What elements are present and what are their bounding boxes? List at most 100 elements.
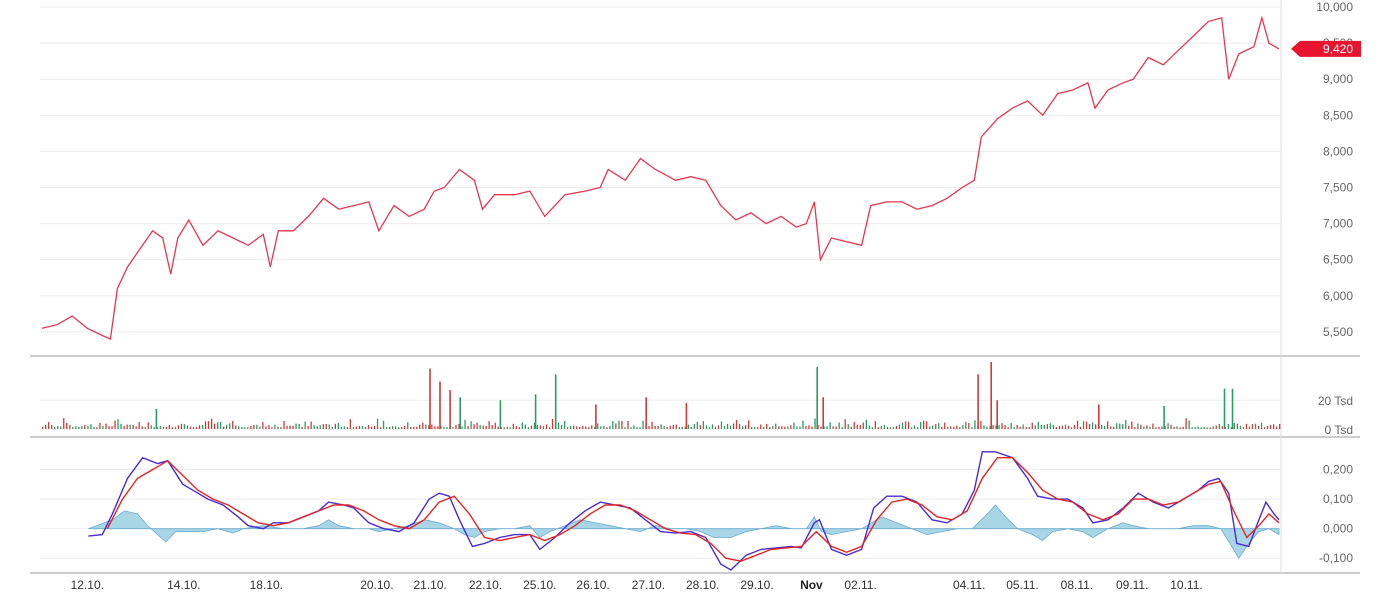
volume-bar xyxy=(980,420,982,429)
volume-bar xyxy=(226,424,228,429)
oscillator-y-tick-label: -0,100 xyxy=(1319,551,1353,565)
volume-bar xyxy=(488,421,490,429)
volume-bar xyxy=(585,426,587,429)
x-axis-tick-label: 02.11. xyxy=(844,578,876,592)
volume-bar xyxy=(886,426,889,429)
volume-bar xyxy=(883,425,886,429)
volume-bar xyxy=(889,427,892,429)
volume-bar xyxy=(180,423,183,429)
volume-bar xyxy=(220,422,222,429)
volume-bar xyxy=(370,426,373,429)
volume-bar xyxy=(207,421,210,429)
volume-bar xyxy=(69,424,71,429)
x-axis-tick-label: 10.11. xyxy=(1170,578,1202,592)
volume-bar xyxy=(1088,424,1091,429)
volume-bar xyxy=(720,421,723,429)
volume-bar xyxy=(192,427,195,429)
price-gridlines xyxy=(40,6,1281,333)
volume-bar xyxy=(524,424,526,429)
volume-bar xyxy=(1167,423,1169,429)
volume-bar xyxy=(521,422,523,429)
volume-bar xyxy=(155,408,158,429)
volume-bar xyxy=(455,424,457,429)
volume-bar xyxy=(250,426,252,429)
volume-bar xyxy=(316,426,318,429)
volume-bar xyxy=(461,426,463,429)
volume-bar xyxy=(1194,427,1196,429)
volume-bar xyxy=(325,424,327,429)
volume-bar xyxy=(1224,427,1226,429)
volume-bar xyxy=(1098,404,1100,429)
volume-bar xyxy=(941,426,943,429)
volume-bar xyxy=(714,426,717,429)
volume-bar xyxy=(974,420,976,429)
volume-bar xyxy=(823,426,825,429)
volume-bar xyxy=(618,420,620,429)
volume-bar xyxy=(1231,388,1234,429)
volume-bar xyxy=(527,427,529,429)
volume-bar xyxy=(1007,427,1009,429)
volume-bar xyxy=(301,427,303,429)
volume-bar xyxy=(959,427,961,429)
volume-bar xyxy=(1251,424,1254,429)
volume-bar xyxy=(337,423,339,429)
volume-bar xyxy=(627,421,629,429)
volume-bar xyxy=(72,426,74,429)
volume-bar xyxy=(1158,426,1160,429)
current-price-tag-shape xyxy=(1291,40,1361,57)
volume-bar xyxy=(1230,427,1232,429)
volume-bar xyxy=(440,425,442,429)
volume-bar xyxy=(817,425,819,429)
volume-bar xyxy=(117,419,119,429)
volume-bar xyxy=(1043,425,1045,429)
volume-bar xyxy=(595,404,597,429)
volume-bar xyxy=(684,426,686,429)
volume-bar xyxy=(1191,427,1193,429)
volume-bar xyxy=(159,426,161,429)
volume-bar xyxy=(796,426,798,429)
volume-bar xyxy=(1239,425,1242,429)
volume-bar xyxy=(361,426,364,429)
volume-bar xyxy=(609,426,611,429)
volume-bar xyxy=(256,424,258,429)
volume-bar xyxy=(545,424,548,429)
volume-bar xyxy=(990,362,992,429)
volume-bar xyxy=(548,427,551,429)
volume-bar xyxy=(554,374,557,429)
volume-bar xyxy=(1176,426,1178,429)
volume-bar xyxy=(392,426,394,429)
volume-bar xyxy=(147,422,149,429)
volume-bar xyxy=(769,427,771,429)
volume-bar xyxy=(913,425,916,429)
volume-bar xyxy=(636,427,638,429)
volume-bar xyxy=(437,426,439,429)
volume-bar xyxy=(1173,426,1175,429)
volume-bar xyxy=(99,422,101,429)
volume-bar xyxy=(1119,423,1121,429)
volume-bar xyxy=(1113,426,1115,429)
volume-bar xyxy=(856,424,858,429)
volume-bar xyxy=(805,426,807,429)
volume-bar xyxy=(177,425,180,429)
volume-bar xyxy=(760,424,762,429)
volume-bar xyxy=(606,427,608,429)
volume-bar xyxy=(283,421,285,429)
volume-bar xyxy=(844,419,846,429)
volume-bar xyxy=(48,422,50,429)
volume-bar xyxy=(820,426,822,429)
volume-bar xyxy=(702,421,704,429)
volume-bar xyxy=(331,426,333,429)
volume-bar xyxy=(54,426,56,429)
volume-bar xyxy=(853,421,855,429)
volume-bar xyxy=(1110,426,1112,429)
volume-bar xyxy=(183,424,186,429)
volume-bar xyxy=(690,427,692,429)
volume-bar xyxy=(862,422,864,429)
volume-bar xyxy=(367,425,370,429)
volume-panel: 20 Tsd 0 Tsd xyxy=(40,362,1353,437)
volume-bar xyxy=(1197,426,1199,429)
volume-bar xyxy=(515,426,517,429)
volume-bar xyxy=(1188,420,1190,429)
volume-bar xyxy=(204,421,207,429)
x-axis-tick-label: 14.10. xyxy=(167,578,200,592)
